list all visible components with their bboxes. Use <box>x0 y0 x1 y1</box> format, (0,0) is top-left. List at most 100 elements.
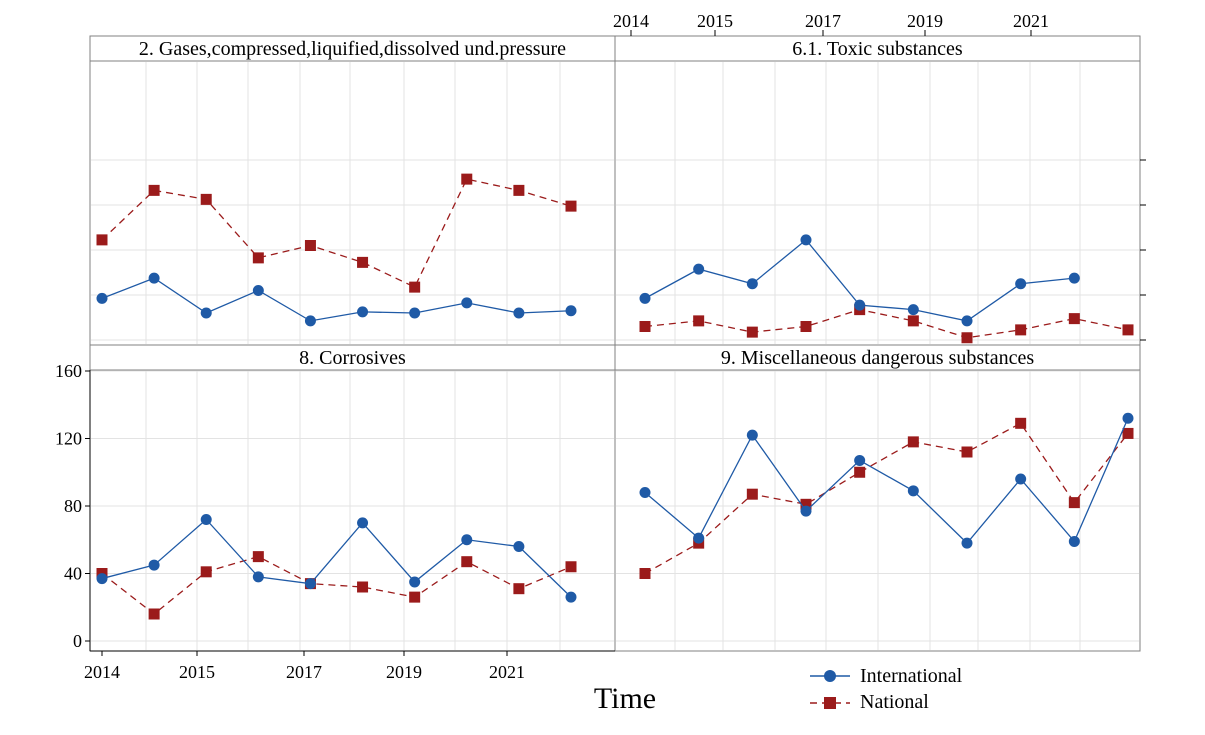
data-point <box>200 514 212 525</box>
data-point <box>800 505 812 517</box>
x-tick-label-top: 2017 <box>805 11 841 31</box>
data-point <box>1015 324 1027 336</box>
y-tick-label: 80 <box>64 496 82 516</box>
data-point <box>907 436 919 448</box>
panel-border <box>89 60 616 346</box>
data-point <box>513 307 525 319</box>
data-point <box>1068 313 1080 325</box>
series-national <box>639 417 1134 579</box>
data-point <box>746 429 758 441</box>
data-point <box>96 573 108 585</box>
panel-strip <box>89 35 616 62</box>
data-point <box>1015 417 1027 429</box>
x-tick-label: 2019 <box>386 662 422 682</box>
data-point <box>1122 427 1134 439</box>
data-point <box>565 561 577 573</box>
data-point <box>96 234 108 246</box>
panel-strip <box>89 344 616 371</box>
y-tick-label: 160 <box>55 361 82 381</box>
y-tick-label: 120 <box>55 429 82 449</box>
panel-title: 6.1. Toxic substances <box>792 38 963 60</box>
data-point <box>148 559 160 571</box>
data-point <box>200 307 212 319</box>
data-point <box>513 541 525 552</box>
data-point <box>907 304 919 316</box>
data-point <box>357 306 369 318</box>
data-point <box>854 466 866 478</box>
series-international <box>639 234 1080 327</box>
data-point <box>961 537 973 549</box>
data-point <box>693 532 705 544</box>
series-line <box>101 555 572 615</box>
data-point <box>565 305 577 317</box>
legend-national-label: National <box>860 691 929 713</box>
data-point <box>357 256 369 268</box>
data-point <box>854 454 866 466</box>
data-point <box>357 581 369 593</box>
axes-layer: 0 40 80 120 160 2014 2015 2017 2019 2021 2014 2015 2… <box>55 11 1146 682</box>
legend-national-marker <box>824 697 836 709</box>
panel-title: 8. Corrosives <box>299 347 406 369</box>
data-point <box>907 485 919 497</box>
data-point <box>961 446 973 458</box>
data-point <box>854 299 866 311</box>
data-point <box>1068 535 1080 547</box>
x-tick-label: 2014 <box>84 662 120 682</box>
data-point <box>565 591 577 603</box>
series-international <box>96 514 577 603</box>
series-national <box>96 551 577 620</box>
data-point <box>693 263 705 275</box>
data-point <box>639 568 651 579</box>
data-point <box>961 315 973 327</box>
data-point <box>513 583 525 595</box>
data-point <box>961 332 973 344</box>
data-point <box>639 321 651 332</box>
data-point <box>800 498 812 510</box>
data-point <box>409 591 421 603</box>
data-point <box>907 315 919 327</box>
series-line <box>101 178 572 288</box>
panel-border <box>89 369 616 652</box>
panel-title: 9. Miscellaneous dangerous substances <box>721 347 1034 369</box>
data-point <box>409 307 421 319</box>
series-line <box>644 417 1129 545</box>
data-point <box>96 292 108 304</box>
data-point <box>304 240 316 251</box>
panel-4: 9. Miscellaneous dangerous substances <box>614 344 1141 652</box>
data-point <box>461 297 473 309</box>
data-point <box>252 285 264 296</box>
data-point <box>252 571 264 583</box>
data-point <box>746 278 758 290</box>
x-tick-label-top: 2021 <box>1013 11 1049 31</box>
x-tick-label-top: 2014 <box>613 11 649 31</box>
x-tick-label: 2017 <box>286 662 322 682</box>
data-point <box>461 556 473 568</box>
data-point <box>639 292 651 304</box>
data-point <box>1122 324 1134 336</box>
data-point <box>148 608 160 620</box>
x-tick-label-top: 2015 <box>697 11 733 31</box>
data-point <box>746 326 758 338</box>
data-point <box>1015 278 1027 290</box>
series-national <box>639 304 1134 344</box>
data-point <box>1122 412 1134 424</box>
panel-strip <box>614 344 1141 371</box>
panel-border <box>614 369 1141 652</box>
data-point <box>800 321 812 332</box>
x-tick-label-top: 2019 <box>907 11 943 31</box>
data-point <box>800 234 812 246</box>
data-point <box>1015 473 1027 485</box>
panel-title: 2. Gases,compressed,liquified,dissolved … <box>139 38 566 60</box>
data-point <box>148 184 160 196</box>
data-point <box>357 517 369 529</box>
data-point <box>304 578 316 590</box>
series-line <box>644 422 1129 575</box>
data-point <box>304 315 316 327</box>
panels-layer: 2. Gases,compressed,liquified,dissolved … <box>89 35 1141 652</box>
data-point <box>200 566 212 578</box>
legend-international-marker <box>824 670 836 682</box>
data-point <box>513 184 525 196</box>
series-line <box>101 518 572 598</box>
series-international <box>639 412 1134 549</box>
